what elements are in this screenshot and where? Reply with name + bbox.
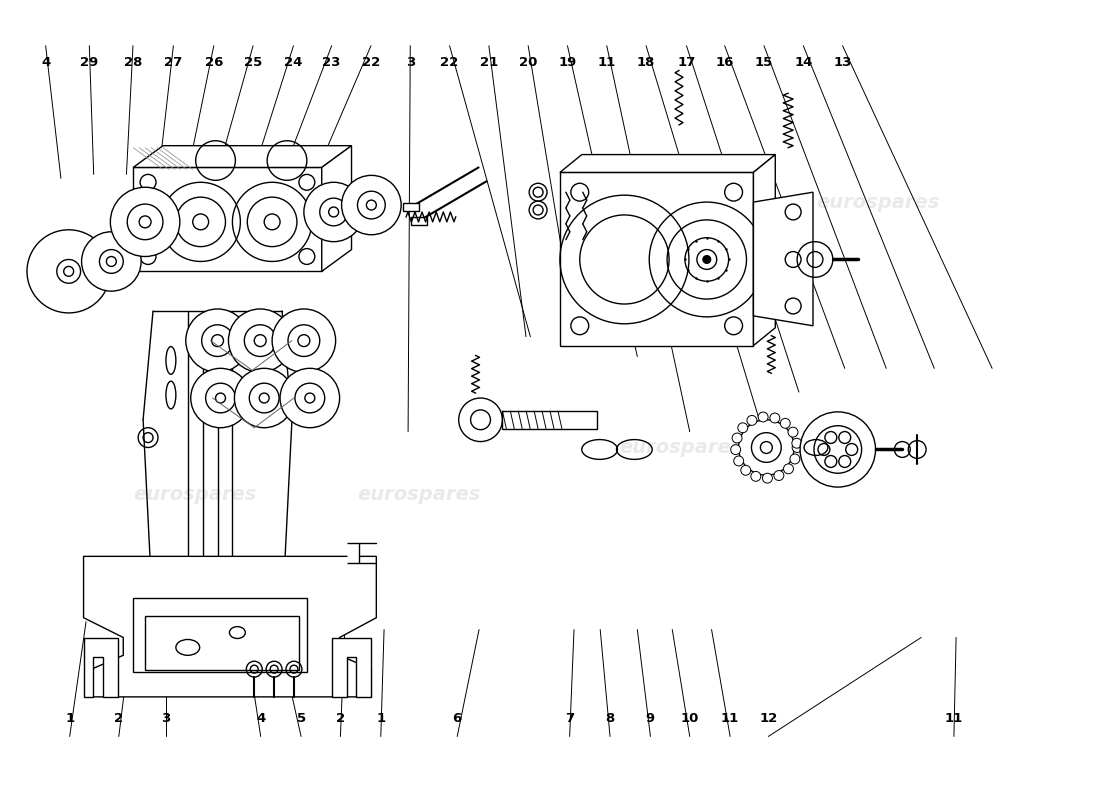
Text: eurospares: eurospares	[133, 486, 257, 505]
Text: 13: 13	[834, 56, 851, 69]
Text: 1: 1	[65, 711, 74, 725]
Circle shape	[770, 413, 780, 423]
Circle shape	[780, 418, 790, 428]
Circle shape	[790, 454, 800, 464]
Bar	[403, 203, 419, 211]
Text: 4: 4	[256, 711, 265, 725]
Text: 24: 24	[284, 56, 302, 69]
Text: 8: 8	[605, 711, 615, 725]
Circle shape	[788, 427, 798, 437]
Bar	[560, 172, 754, 346]
Polygon shape	[133, 146, 352, 167]
Circle shape	[81, 232, 141, 291]
Text: 23: 23	[322, 56, 341, 69]
Circle shape	[730, 445, 740, 454]
Circle shape	[304, 182, 363, 242]
Circle shape	[190, 368, 251, 428]
Text: 12: 12	[759, 711, 778, 725]
Text: 11: 11	[720, 711, 739, 725]
Circle shape	[738, 420, 794, 475]
Circle shape	[272, 309, 336, 372]
Text: 1: 1	[376, 711, 385, 725]
Circle shape	[110, 187, 179, 257]
Text: 14: 14	[794, 56, 813, 69]
Text: 17: 17	[678, 56, 695, 69]
Text: 27: 27	[164, 56, 183, 69]
Text: 18: 18	[637, 56, 656, 69]
Text: 28: 28	[124, 56, 142, 69]
Polygon shape	[346, 543, 360, 563]
Circle shape	[186, 309, 250, 372]
Text: 2: 2	[114, 711, 123, 725]
Circle shape	[740, 466, 750, 475]
Bar	[145, 616, 299, 670]
Text: 4: 4	[41, 56, 51, 69]
Circle shape	[758, 412, 768, 422]
Text: 11: 11	[597, 56, 616, 69]
Text: 15: 15	[755, 56, 773, 69]
Text: 6: 6	[452, 711, 462, 725]
Text: 9: 9	[646, 711, 654, 725]
Circle shape	[792, 438, 802, 448]
Bar	[133, 167, 321, 271]
Circle shape	[774, 470, 784, 481]
Circle shape	[792, 442, 802, 453]
Circle shape	[800, 412, 876, 487]
Circle shape	[234, 368, 294, 428]
Circle shape	[229, 309, 292, 372]
Circle shape	[762, 474, 772, 483]
Text: 25: 25	[244, 56, 262, 69]
Circle shape	[733, 433, 742, 443]
Text: 26: 26	[205, 56, 223, 69]
Text: 22: 22	[362, 56, 381, 69]
Circle shape	[459, 398, 503, 442]
Text: 19: 19	[559, 56, 576, 69]
Text: eurospares: eurospares	[358, 486, 481, 505]
Circle shape	[783, 464, 793, 474]
Circle shape	[703, 255, 711, 263]
Text: eurospares: eurospares	[619, 438, 742, 457]
Polygon shape	[321, 146, 352, 271]
Circle shape	[342, 175, 402, 234]
Circle shape	[28, 230, 110, 313]
Text: 21: 21	[480, 56, 498, 69]
Circle shape	[738, 423, 748, 433]
Text: 3: 3	[161, 711, 170, 725]
Polygon shape	[754, 192, 813, 326]
Circle shape	[734, 456, 744, 466]
Text: 16: 16	[715, 56, 734, 69]
Polygon shape	[560, 154, 775, 172]
Text: 3: 3	[406, 56, 415, 69]
Text: 7: 7	[565, 711, 574, 725]
Text: 10: 10	[681, 711, 698, 725]
Bar	[411, 217, 427, 225]
Text: 20: 20	[519, 56, 538, 69]
Text: eurospares: eurospares	[816, 193, 939, 211]
Text: 22: 22	[440, 56, 459, 69]
Bar	[133, 598, 307, 672]
Polygon shape	[84, 556, 376, 697]
Polygon shape	[84, 638, 119, 697]
Circle shape	[751, 471, 761, 482]
Circle shape	[280, 368, 340, 428]
Circle shape	[747, 415, 757, 426]
Text: 29: 29	[80, 56, 98, 69]
Text: 2: 2	[336, 711, 345, 725]
Text: 11: 11	[945, 711, 962, 725]
Text: 5: 5	[297, 711, 306, 725]
Polygon shape	[332, 638, 372, 697]
Polygon shape	[754, 154, 776, 346]
Bar	[503, 411, 596, 429]
